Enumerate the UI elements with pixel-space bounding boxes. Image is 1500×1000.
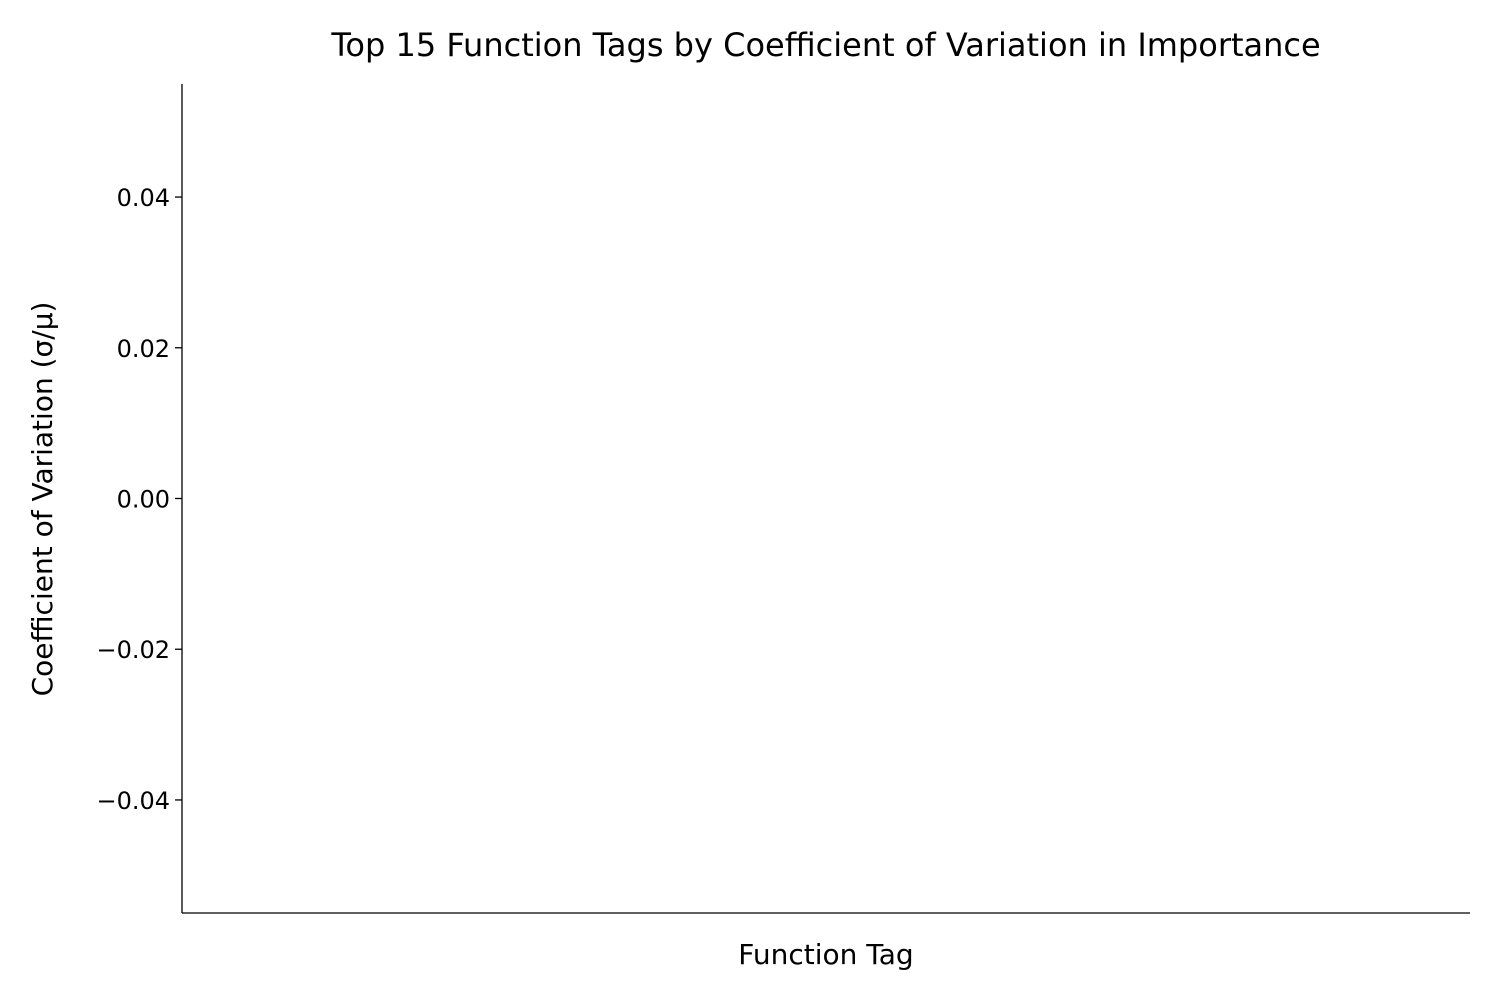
y-tick-label: −0.02 — [96, 636, 170, 664]
y-tick-label: 0.04 — [117, 184, 170, 212]
chart-title: Top 15 Function Tags by Coefficient of V… — [330, 26, 1320, 64]
y-axis-ticks: 0.04 0.02 0.00 −0.02 −0.04 — [96, 184, 182, 815]
y-tick-label: 0.02 — [117, 335, 170, 363]
y-tick-label: 0.00 — [117, 486, 170, 514]
x-axis-label: Function Tag — [738, 938, 913, 971]
y-axis-label: Coefficient of Variation (σ/μ) — [26, 302, 59, 697]
y-tick-label: −0.04 — [96, 787, 170, 815]
